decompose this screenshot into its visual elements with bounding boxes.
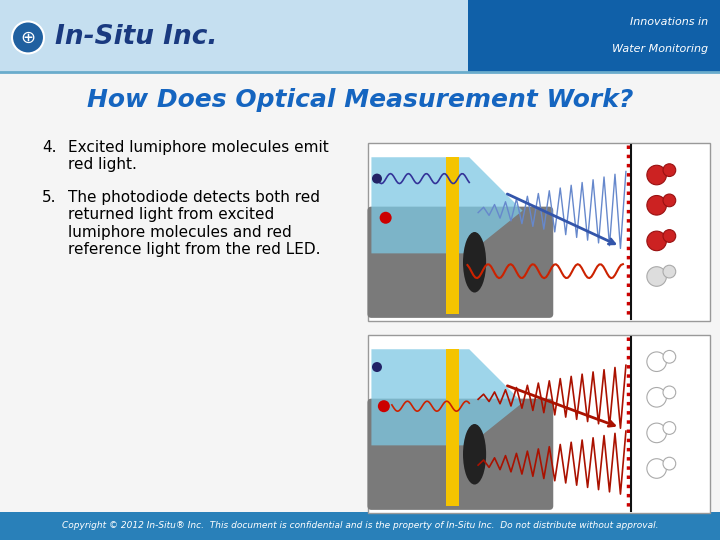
Circle shape bbox=[663, 422, 676, 434]
Circle shape bbox=[379, 212, 392, 224]
FancyBboxPatch shape bbox=[367, 207, 553, 318]
Text: Water Monitoring: Water Monitoring bbox=[612, 44, 708, 54]
Circle shape bbox=[647, 423, 667, 443]
Text: In-Situ Inc.: In-Situ Inc. bbox=[55, 24, 217, 50]
Polygon shape bbox=[372, 157, 523, 253]
Bar bbox=[368, 143, 710, 321]
Text: How Does Optical Measurement Work?: How Does Optical Measurement Work? bbox=[87, 88, 633, 112]
Bar bbox=[446, 349, 459, 506]
FancyBboxPatch shape bbox=[367, 399, 553, 510]
Circle shape bbox=[647, 388, 667, 407]
Text: ⊕: ⊕ bbox=[20, 29, 35, 46]
Text: 5.: 5. bbox=[42, 190, 56, 205]
Text: The photodiode detects both red
returned light from excited
lumiphore molecules : The photodiode detects both red returned… bbox=[68, 190, 320, 257]
Text: Copyright © 2012 In-Situ® Inc.  This document is confidential and is the propert: Copyright © 2012 In-Situ® Inc. This docu… bbox=[62, 522, 658, 530]
Circle shape bbox=[663, 386, 676, 399]
Circle shape bbox=[372, 173, 382, 184]
Polygon shape bbox=[372, 349, 523, 445]
Circle shape bbox=[647, 195, 667, 215]
Circle shape bbox=[663, 265, 676, 278]
Circle shape bbox=[663, 194, 676, 207]
Circle shape bbox=[663, 457, 676, 470]
Circle shape bbox=[372, 362, 382, 372]
Circle shape bbox=[663, 230, 676, 242]
Text: Innovations in: Innovations in bbox=[630, 17, 708, 26]
Circle shape bbox=[12, 22, 44, 53]
Bar bbox=[446, 157, 459, 314]
Circle shape bbox=[663, 350, 676, 363]
Text: Excited lumiphore molecules emit
red light.: Excited lumiphore molecules emit red lig… bbox=[68, 140, 329, 172]
Circle shape bbox=[647, 165, 667, 185]
Ellipse shape bbox=[463, 424, 486, 484]
Circle shape bbox=[647, 231, 667, 251]
Ellipse shape bbox=[463, 232, 486, 293]
Circle shape bbox=[647, 458, 667, 478]
Circle shape bbox=[647, 267, 667, 286]
Bar bbox=[468, 0, 720, 72]
Bar bbox=[368, 335, 710, 513]
Circle shape bbox=[647, 352, 667, 372]
Circle shape bbox=[663, 164, 676, 177]
Text: 4.: 4. bbox=[42, 140, 56, 155]
Circle shape bbox=[378, 400, 390, 412]
Bar bbox=[0, 0, 468, 72]
Bar bbox=[0, 512, 720, 540]
